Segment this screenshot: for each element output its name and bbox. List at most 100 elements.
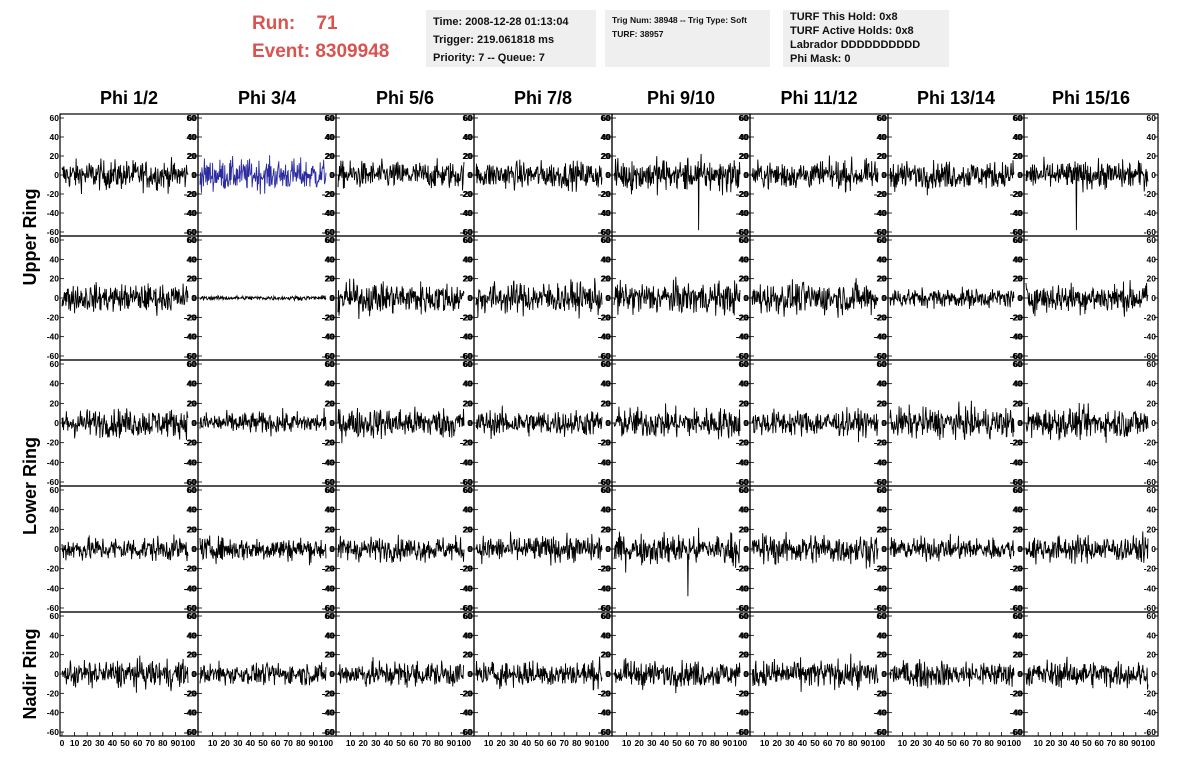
y-tick-label-right: -40	[322, 208, 335, 218]
y-tick-label-right: -20	[322, 688, 335, 698]
x-tick-label: 70	[835, 738, 845, 748]
y-tick-label-right: -60	[460, 727, 473, 737]
y-tick-label: 0	[1018, 170, 1023, 180]
y-tick-label: -60	[737, 477, 750, 487]
y-tick-label-right: -20	[460, 189, 473, 199]
y-tick-label-right: -20	[1010, 564, 1023, 574]
y-tick-label-right: 40	[1147, 379, 1157, 389]
y-tick-label: 40	[464, 630, 474, 640]
y-tick-label: -60	[599, 727, 612, 737]
y-tick-label-right: 40	[187, 505, 197, 515]
y-tick-label-right: 0	[191, 544, 196, 554]
y-tick-label: 40	[740, 132, 750, 142]
y-tick-label-right: -60	[1144, 351, 1157, 361]
x-tick-label: 70	[1107, 738, 1117, 748]
y-tick-label: 40	[188, 379, 198, 389]
y-tick-label: -40	[737, 583, 750, 593]
x-tick-label: 20	[220, 738, 230, 748]
y-tick-label-right: 20	[739, 524, 749, 534]
run-label: Run:	[252, 13, 296, 34]
y-tick-label-right: -40	[1144, 208, 1157, 218]
waveform-panel: 60 60 40 40 20 20 0 0 -20 -20 -40 -40 -60 -60	[875, 485, 1025, 613]
y-tick-label-right: -20	[1010, 189, 1023, 199]
y-tick-label: -20	[185, 312, 198, 322]
y-tick-label: 0	[882, 418, 887, 428]
waveform-panel: 60 60 40 40 20 20 0 0 -20 -20 -40 -40 -60 -60	[47, 611, 199, 737]
x-tick-label: 80	[984, 738, 994, 748]
waveform-trace	[199, 155, 327, 195]
waveform-trace	[199, 660, 327, 686]
y-tick-label: 60	[50, 113, 60, 123]
waveform-panel: 60 60 40 40 20 20 0 0 -20 -20 -40 -40 -60 -60	[185, 359, 337, 487]
y-tick-label-right: 60	[1147, 611, 1157, 621]
y-tick-label: 60	[188, 235, 198, 245]
y-tick-label: 0	[468, 544, 473, 554]
y-tick-label-right: 40	[1147, 132, 1157, 142]
y-tick-label-right: 0	[605, 669, 610, 679]
y-tick-label-right: 40	[877, 254, 887, 264]
y-tick-label: 0	[54, 293, 59, 303]
y-tick-label: 0	[468, 418, 473, 428]
y-tick-label: 40	[464, 132, 474, 142]
y-tick-label-right: 20	[187, 524, 197, 534]
y-tick-label: 0	[882, 293, 887, 303]
y-tick-label: 40	[188, 505, 198, 515]
y-tick-label: 40	[188, 132, 198, 142]
y-tick-label: -40	[1011, 332, 1024, 342]
y-tick-label: 60	[1014, 359, 1024, 369]
waveform-trace	[61, 534, 189, 562]
y-tick-label: 20	[326, 274, 336, 284]
y-tick-label-right: -20	[1144, 189, 1157, 199]
y-tick-label-right: 40	[1147, 254, 1157, 264]
y-tick-label: 60	[464, 611, 474, 621]
y-tick-label-right: 20	[1013, 398, 1023, 408]
y-tick-label-right: 60	[1013, 359, 1023, 369]
y-tick-label-right: 0	[1017, 293, 1022, 303]
y-tick-label: 20	[50, 151, 60, 161]
y-tick-label-right: 20	[739, 151, 749, 161]
y-tick-label: 40	[878, 379, 888, 389]
y-tick-label: -40	[323, 708, 336, 718]
y-tick-label-right: -60	[1010, 603, 1023, 613]
y-tick-label: -20	[875, 189, 888, 199]
x-tick-label: 50	[672, 738, 682, 748]
y-tick-label-right: 20	[463, 398, 473, 408]
y-tick-label: -20	[47, 564, 60, 574]
run-value: 71	[316, 13, 338, 34]
y-tick-label-right: -40	[460, 457, 473, 467]
y-tick-label: -40	[1011, 708, 1024, 718]
waveform-trace	[889, 159, 1015, 196]
y-tick-label-right: 40	[739, 630, 749, 640]
waveform-panel: 60 60 40 40 20 20 0 0 -20 -20 -40 -40 -60 -60	[461, 611, 613, 737]
y-tick-label-right: 20	[1013, 274, 1023, 284]
y-tick-label: 40	[1014, 505, 1024, 515]
y-tick-label: 0	[606, 293, 611, 303]
y-tick-label: 20	[1014, 398, 1024, 408]
y-tick-label: 20	[878, 274, 888, 284]
y-tick-label-right: 20	[187, 151, 197, 161]
x-tick-label: 70	[972, 738, 982, 748]
y-tick-label: -40	[185, 583, 198, 593]
y-tick-label-right: 40	[739, 505, 749, 515]
y-tick-label: 0	[606, 170, 611, 180]
y-tick-label: -60	[185, 477, 198, 487]
y-tick-label-right: -60	[1144, 603, 1157, 613]
y-tick-label: 60	[464, 359, 474, 369]
y-tick-label: 0	[54, 418, 59, 428]
y-tick-label: 20	[188, 524, 198, 534]
y-tick-label: 60	[50, 235, 60, 245]
x-tick-label: 60	[409, 738, 419, 748]
y-tick-label-right: 40	[601, 254, 611, 264]
x-tick-label: 40	[246, 738, 256, 748]
y-tick-label-right: -60	[322, 351, 335, 361]
y-tick-label-right: 0	[1151, 669, 1156, 679]
waveform-panel: 60 60 40 40 20 20 0 0 -20 -20 -40 -40 -60 -60	[875, 113, 1025, 237]
y-tick-label: 40	[602, 132, 612, 142]
y-tick-label-right: 40	[1013, 379, 1023, 389]
y-tick-label: 40	[602, 505, 612, 515]
y-tick-label-right: 0	[467, 170, 472, 180]
y-tick-label: 60	[50, 611, 60, 621]
y-tick-label: 0	[744, 418, 749, 428]
y-tick-label: 20	[602, 524, 612, 534]
y-tick-label-right: 0	[329, 544, 334, 554]
